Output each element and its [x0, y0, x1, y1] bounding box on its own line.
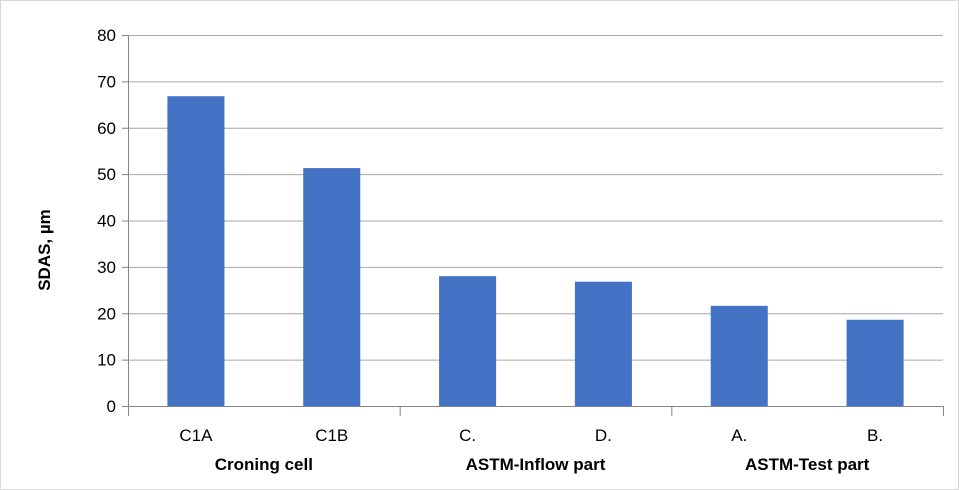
x-tick-label: C1B — [315, 426, 348, 445]
bar-c1b — [303, 168, 361, 406]
axes — [122, 35, 944, 416]
x-tick-label: A. — [731, 426, 747, 445]
y-tick-label: 50 — [97, 165, 116, 184]
group-label: Croning cell — [215, 455, 313, 474]
bar-c1a — [167, 96, 225, 406]
gridlines — [128, 35, 943, 361]
y-tick-label: 20 — [97, 304, 116, 323]
group-label: ASTM-Test part — [745, 455, 870, 474]
y-tick-label: 70 — [97, 72, 116, 91]
y-tick-label: 10 — [97, 351, 116, 370]
bar-a — [710, 305, 768, 406]
group-label: ASTM-Inflow part — [466, 455, 606, 474]
x-tick-label: C. — [459, 426, 476, 445]
y-tick-label: 0 — [107, 397, 116, 416]
x-tick-label: B. — [867, 426, 883, 445]
bar-c — [439, 276, 497, 406]
x-tick-label: C1A — [179, 426, 213, 445]
y-tick-label: 80 — [97, 26, 116, 45]
bar-b — [846, 319, 904, 406]
labels: 0 10 20 30 40 50 60 70 80 C1A C1B C. D. A. B. Croning c… — [97, 26, 883, 474]
y-tick-label: 40 — [97, 212, 116, 231]
bars — [167, 96, 904, 406]
y-tick-label: 60 — [97, 119, 116, 138]
y-tick-label: 30 — [97, 258, 116, 277]
bar-d — [574, 281, 632, 406]
y-axis-title: SDAS, µm — [35, 209, 54, 291]
x-tick-label: D. — [595, 426, 612, 445]
